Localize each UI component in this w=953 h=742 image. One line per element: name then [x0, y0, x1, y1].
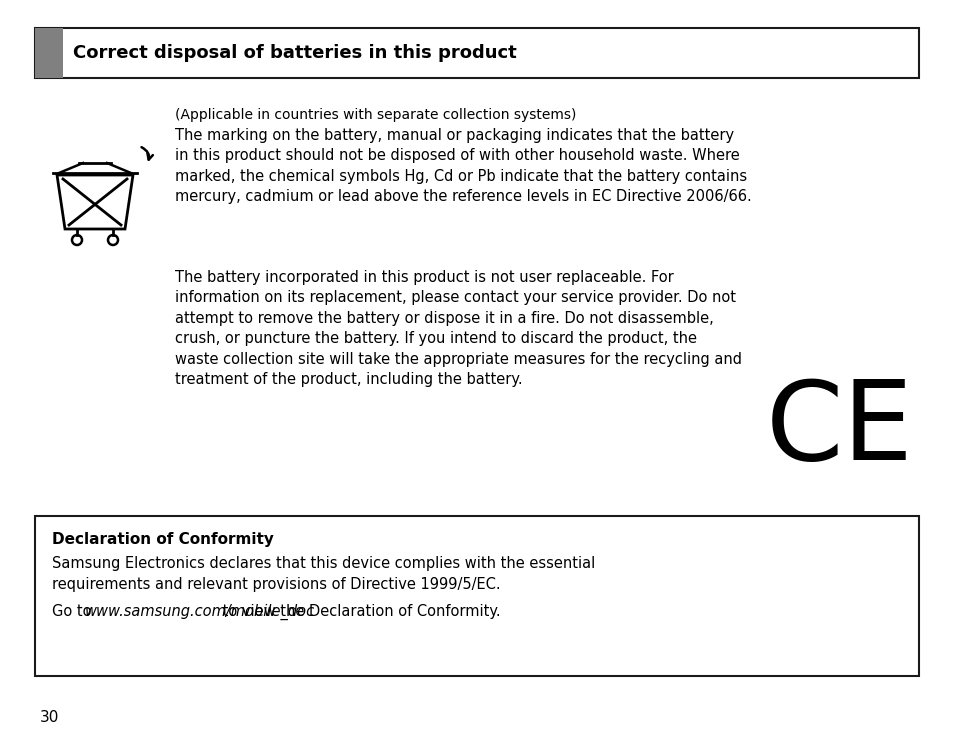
- Text: www.samsung.com/mobile_doc: www.samsung.com/mobile_doc: [85, 604, 314, 620]
- Text: The battery incorporated in this product is not user replaceable. For
informatio: The battery incorporated in this product…: [174, 270, 741, 387]
- Text: Go to: Go to: [52, 604, 96, 619]
- Text: The marking on the battery, manual or packaging indicates that the battery
in th: The marking on the battery, manual or pa…: [174, 128, 751, 204]
- Text: (Applicable in countries with separate collection systems): (Applicable in countries with separate c…: [174, 108, 576, 122]
- Text: 30: 30: [40, 710, 59, 725]
- Text: to view the Declaration of Conformity.: to view the Declaration of Conformity.: [218, 604, 500, 619]
- Text: CE: CE: [765, 376, 913, 484]
- Bar: [35, 28, 63, 78]
- Text: Samsung Electronics declares that this device complies with the essential
requir: Samsung Electronics declares that this d…: [52, 556, 595, 592]
- Text: Declaration of Conformity: Declaration of Conformity: [52, 532, 274, 547]
- Text: Correct disposal of batteries in this product: Correct disposal of batteries in this pr…: [73, 44, 517, 62]
- Bar: [35, 28, 918, 78]
- Bar: [35, 516, 918, 676]
